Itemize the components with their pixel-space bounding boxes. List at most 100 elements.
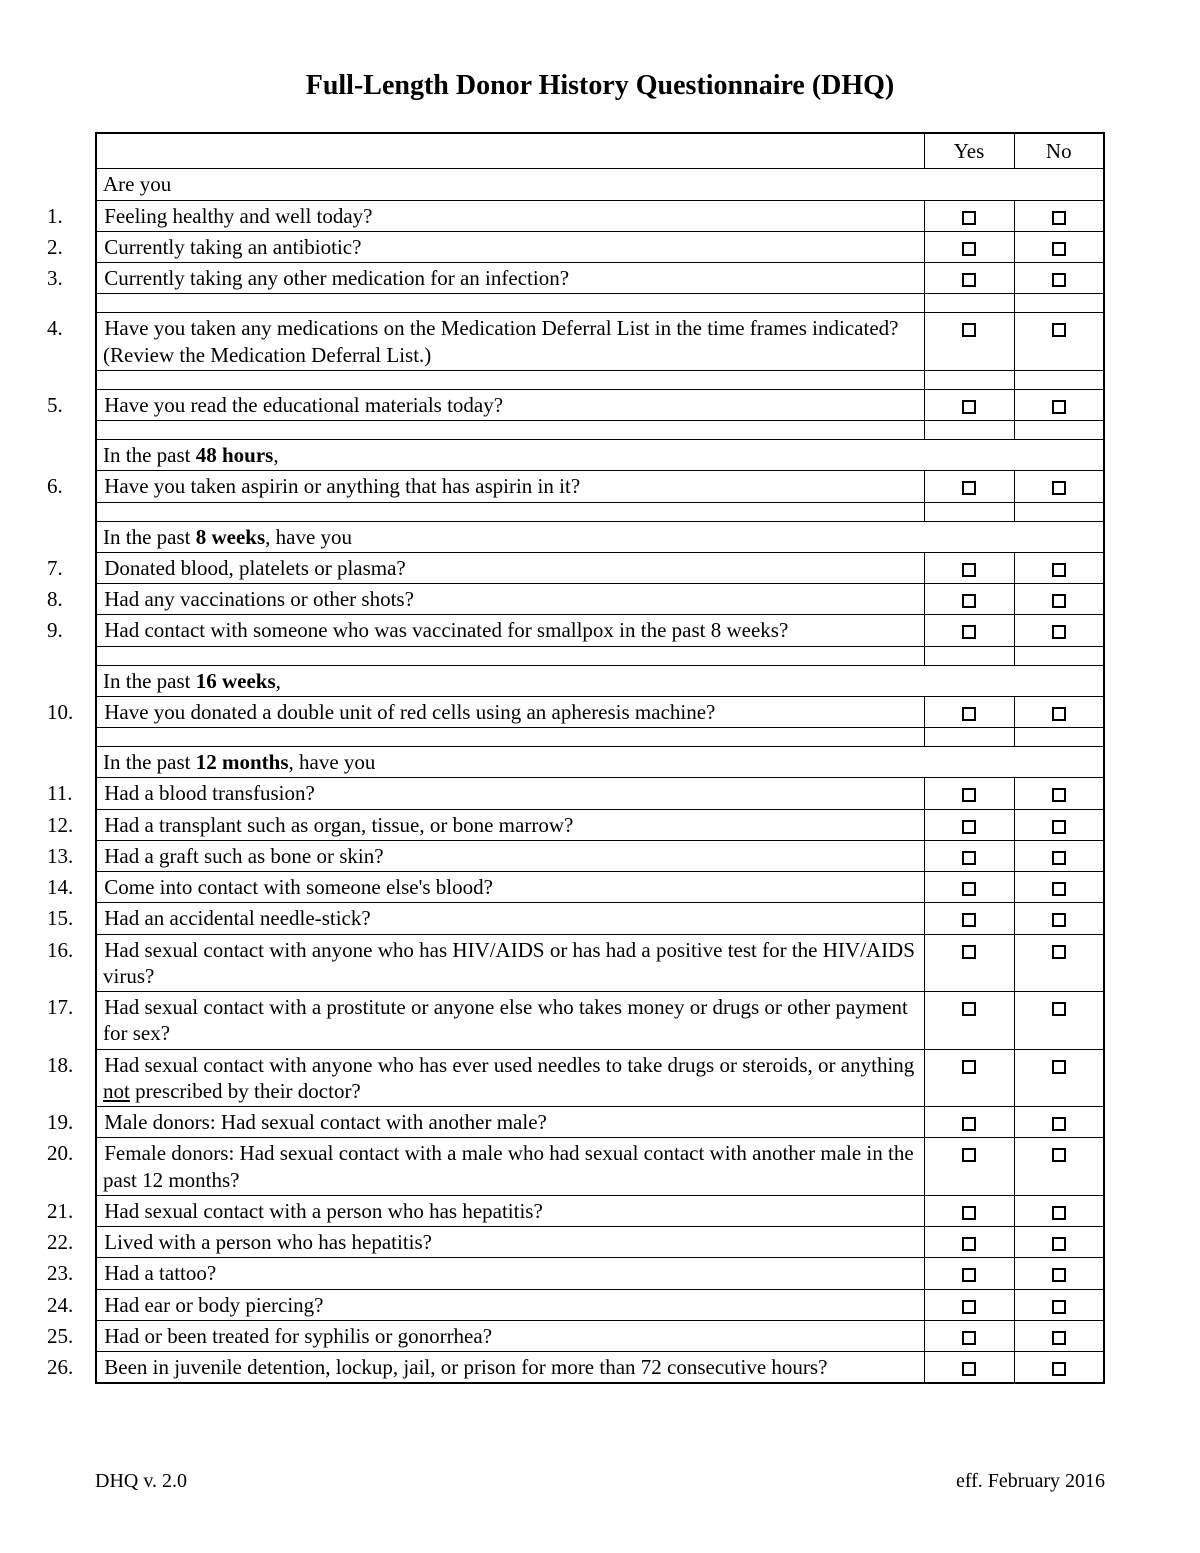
checkbox-no[interactable] [1052,323,1066,337]
checkbox-yes[interactable] [962,323,976,337]
checkbox-no[interactable] [1052,851,1066,865]
yes-cell [924,1289,1014,1320]
checkbox-yes[interactable] [962,707,976,721]
footer-right: eff. February 2016 [956,1470,1105,1493]
checkbox-yes[interactable] [962,273,976,287]
checkbox-yes[interactable] [962,913,976,927]
checkbox-yes[interactable] [962,1206,976,1220]
table-row: 3. Currently taking any other medication… [96,263,1104,294]
checkbox-no[interactable] [1052,1331,1066,1345]
yes-cell [924,809,1014,840]
no-cell [1014,840,1104,871]
q-label: Have you donated a double unit of red ce… [104,700,715,724]
checkbox-yes[interactable] [962,563,976,577]
checkbox-no[interactable] [1052,625,1066,639]
q-label: Had sexual contact with anyone who has e… [104,1053,914,1077]
q-label: Had a blood transfusion? [104,781,315,805]
checkbox-yes[interactable] [962,625,976,639]
table-row: 2. Currently taking an antibiotic? [96,231,1104,262]
checkbox-yes[interactable] [962,1268,976,1282]
checkbox-no[interactable] [1052,1300,1066,1314]
q-label: Had ear or body piercing? [104,1293,323,1317]
no-cell [1014,903,1104,934]
spacer-row [96,728,1104,747]
yes-cell [924,696,1014,727]
checkbox-no[interactable] [1052,820,1066,834]
checkbox-no[interactable] [1052,913,1066,927]
checkbox-no[interactable] [1052,707,1066,721]
checkbox-no[interactable] [1052,273,1066,287]
no-cell [1014,584,1104,615]
checkbox-yes[interactable] [962,1148,976,1162]
checkbox-yes[interactable] [962,1331,976,1345]
no-cell [1014,313,1104,371]
q-label-underline: not [103,1079,130,1103]
checkbox-no[interactable] [1052,481,1066,495]
spacer-row [96,421,1104,440]
question-text: 13. Had a graft such as bone or skin? [96,840,924,871]
table-row: 16. Had sexual contact with anyone who h… [96,934,1104,992]
q-label: Had any vaccinations or other shots? [104,587,414,611]
checkbox-no[interactable] [1052,1268,1066,1282]
no-cell [1014,471,1104,502]
q-label: Lived with a person who has hepatitis? [104,1230,432,1254]
yes-cell [924,1258,1014,1289]
checkbox-no[interactable] [1052,1362,1066,1376]
checkbox-no[interactable] [1052,1148,1066,1162]
checkbox-no[interactable] [1052,1060,1066,1074]
yes-cell [924,389,1014,420]
checkbox-no[interactable] [1052,1002,1066,1016]
no-cell [1014,1352,1104,1384]
checkbox-yes[interactable] [962,788,976,802]
section-bold: 8 weeks [196,525,265,549]
checkbox-no[interactable] [1052,242,1066,256]
checkbox-no[interactable] [1052,945,1066,959]
checkbox-yes[interactable] [962,594,976,608]
checkbox-yes[interactable] [962,400,976,414]
checkbox-no[interactable] [1052,1117,1066,1131]
spacer-row [96,502,1104,521]
header-row: Yes No [96,133,1104,169]
no-cell [1014,200,1104,231]
question-text: 11. Had a blood transfusion? [96,778,924,809]
checkbox-yes[interactable] [962,211,976,225]
question-text: 18. Had sexual contact with anyone who h… [96,1049,924,1107]
no-cell [1014,934,1104,992]
checkbox-no[interactable] [1052,1237,1066,1251]
no-cell [1014,992,1104,1050]
section-bold: 16 weeks [196,669,276,693]
checkbox-no[interactable] [1052,594,1066,608]
checkbox-yes[interactable] [962,882,976,896]
checkbox-yes[interactable] [962,820,976,834]
checkbox-no[interactable] [1052,211,1066,225]
q-label: Come into contact with someone else's bl… [104,875,493,899]
checkbox-no[interactable] [1052,1206,1066,1220]
checkbox-yes[interactable] [962,1237,976,1251]
checkbox-no[interactable] [1052,563,1066,577]
checkbox-no[interactable] [1052,788,1066,802]
q-label: Male donors: Had sexual contact with ano… [104,1110,547,1134]
section-text: , [273,443,278,467]
question-text: 3. Currently taking any other medication… [96,263,924,294]
table-row: 6. Have you taken aspirin or anything th… [96,471,1104,502]
checkbox-yes[interactable] [962,481,976,495]
checkbox-no[interactable] [1052,400,1066,414]
q-label: Been in juvenile detention, lockup, jail… [104,1355,827,1379]
checkbox-yes[interactable] [962,1362,976,1376]
table-row: 20. Female donors: Had sexual contact wi… [96,1138,1104,1196]
checkbox-yes[interactable] [962,851,976,865]
table-row: 12. Had a transplant such as organ, tiss… [96,809,1104,840]
table-row: 15. Had an accidental needle-stick? [96,903,1104,934]
checkbox-yes[interactable] [962,1117,976,1131]
no-cell [1014,1227,1104,1258]
checkbox-yes[interactable] [962,242,976,256]
checkbox-yes[interactable] [962,945,976,959]
yes-cell [924,992,1014,1050]
checkbox-yes[interactable] [962,1002,976,1016]
checkbox-no[interactable] [1052,882,1066,896]
table-row: 26. Been in juvenile detention, lockup, … [96,1352,1104,1384]
q-label: Had sexual contact with a prostitute or … [103,995,908,1045]
checkbox-yes[interactable] [962,1060,976,1074]
no-cell [1014,1320,1104,1351]
checkbox-yes[interactable] [962,1300,976,1314]
